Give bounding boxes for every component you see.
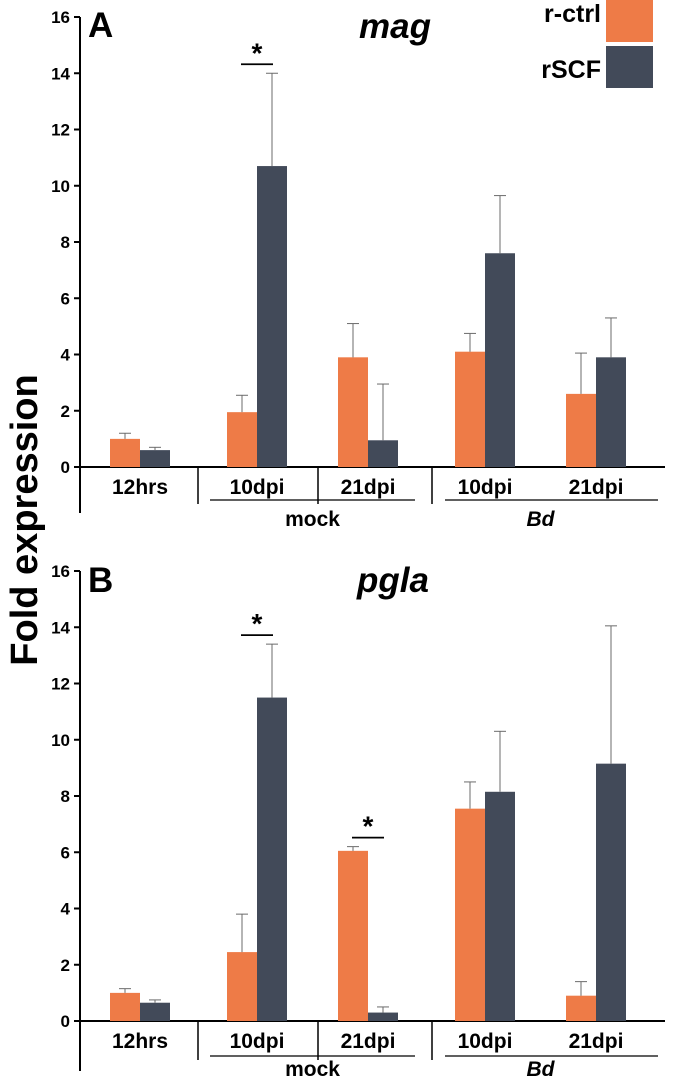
bar-rscf bbox=[140, 1002, 170, 1021]
group-label-bd: Bd bbox=[527, 508, 556, 531]
y-tick-label: 12 bbox=[51, 675, 70, 694]
x-tick-label: 12hrs bbox=[112, 1030, 168, 1053]
x-tick-label: 12hrs bbox=[112, 476, 168, 499]
y-tick-label: 10 bbox=[51, 177, 70, 196]
x-tick-label: 10dpi bbox=[230, 476, 285, 499]
y-tick-label: 2 bbox=[61, 402, 70, 421]
bar-rscf bbox=[485, 253, 515, 467]
group-label-bd: Bd bbox=[527, 1058, 556, 1080]
bar-r-ctrl bbox=[110, 438, 140, 467]
bar-r-ctrl bbox=[566, 393, 596, 467]
y-axis-label: Fold expression bbox=[4, 374, 46, 665]
legend-swatch-r-ctrl bbox=[606, 0, 653, 42]
y-tick-label: 0 bbox=[61, 1012, 70, 1031]
bar-r-ctrl bbox=[455, 351, 485, 467]
bar-rscf bbox=[596, 763, 626, 1021]
panel-label: B bbox=[88, 561, 113, 600]
x-tick-label: 10dpi bbox=[458, 476, 513, 499]
panel-label: A bbox=[88, 6, 113, 45]
legend-swatch-rscf bbox=[606, 46, 653, 88]
y-tick-label: 6 bbox=[61, 289, 70, 308]
bar-rscf bbox=[368, 440, 398, 467]
bar-r-ctrl bbox=[338, 850, 368, 1021]
legend-label-rscf: rSCF bbox=[541, 56, 601, 84]
significance-star: * bbox=[252, 608, 263, 639]
y-tick-label: 16 bbox=[51, 562, 70, 581]
bar-rscf bbox=[368, 1012, 398, 1021]
x-tick-label: 10dpi bbox=[230, 1030, 285, 1053]
y-tick-label: 14 bbox=[51, 64, 70, 83]
bar-r-ctrl bbox=[455, 808, 485, 1021]
x-tick-label: 21dpi bbox=[341, 1030, 396, 1053]
bar-r-ctrl bbox=[227, 952, 257, 1021]
bar-rscf bbox=[140, 450, 170, 467]
group-label-mock: mock bbox=[285, 508, 340, 531]
x-tick-label: 10dpi bbox=[458, 1030, 513, 1053]
bar-rscf bbox=[257, 166, 287, 467]
y-tick-label: 10 bbox=[51, 731, 70, 750]
group-label-mock: mock bbox=[285, 1058, 340, 1080]
chart-title: pgla bbox=[356, 561, 429, 600]
x-tick-label: 21dpi bbox=[569, 1030, 624, 1053]
bar-r-ctrl bbox=[227, 412, 257, 467]
bar-r-ctrl bbox=[338, 357, 368, 467]
y-tick-label: 4 bbox=[61, 346, 71, 365]
y-tick-label: 14 bbox=[51, 618, 70, 637]
x-tick-label: 21dpi bbox=[569, 476, 624, 499]
y-tick-label: 8 bbox=[61, 787, 70, 806]
significance-star: * bbox=[363, 811, 374, 842]
y-tick-label: 0 bbox=[61, 458, 70, 477]
y-tick-label: 6 bbox=[61, 843, 70, 862]
chart-title: mag bbox=[359, 7, 431, 46]
bar-r-ctrl bbox=[566, 995, 596, 1021]
x-tick-label: 21dpi bbox=[341, 476, 396, 499]
bar-r-ctrl bbox=[110, 992, 140, 1021]
y-tick-label: 12 bbox=[51, 121, 70, 140]
bar-rscf bbox=[596, 357, 626, 467]
y-tick-label: 4 bbox=[61, 900, 71, 919]
bar-rscf bbox=[257, 697, 287, 1021]
significance-star: * bbox=[252, 37, 263, 68]
y-tick-label: 16 bbox=[51, 8, 70, 27]
legend-label-r-ctrl: r-ctrl bbox=[544, 0, 601, 28]
y-tick-label: 8 bbox=[61, 233, 70, 252]
y-tick-label: 2 bbox=[61, 956, 70, 975]
bar-rscf bbox=[485, 791, 515, 1021]
legend: r-ctrl rSCF bbox=[541, 0, 653, 88]
